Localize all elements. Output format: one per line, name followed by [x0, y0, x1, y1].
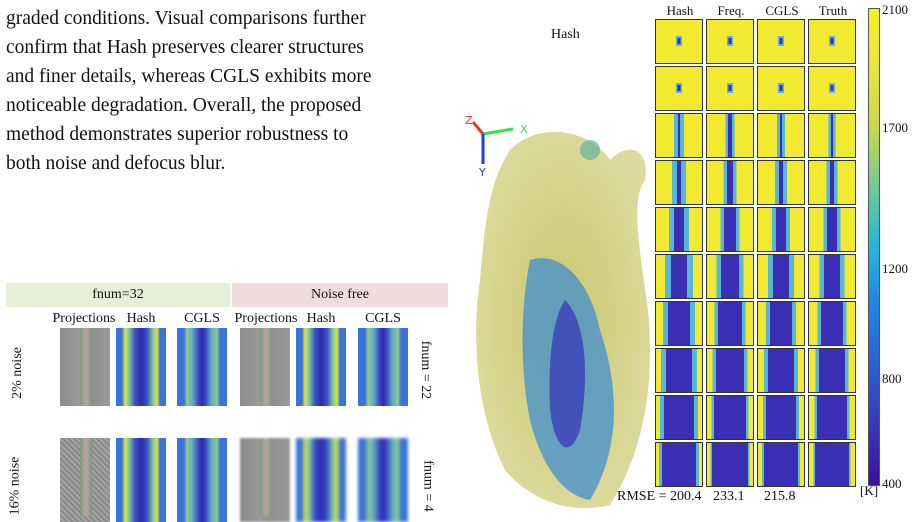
slice-image	[706, 442, 754, 487]
column-header: Projections	[234, 311, 298, 326]
slice-image	[757, 207, 805, 252]
paragraph-line: and finer details, whereas CGLS exhibits…	[6, 66, 372, 87]
axis-triad-icon: X Z Y	[465, 114, 528, 179]
projection-image	[240, 438, 290, 522]
cgls-reconstruction-image	[358, 328, 408, 406]
slice-image	[808, 113, 856, 158]
body-paragraph: graded conditions. Visual comparisons fu…	[6, 4, 454, 178]
paragraph-line: both noise and defocus blur.	[6, 153, 226, 174]
hash-reconstruction-image	[116, 328, 166, 406]
row-label-2pct-noise: 2% noise	[9, 347, 25, 399]
slice-image	[655, 113, 703, 158]
slice-image	[655, 66, 703, 111]
slice-image	[808, 66, 856, 111]
column-header: Projections	[52, 311, 116, 326]
rmse-freq: 233.1	[713, 489, 745, 504]
slice-image	[655, 254, 703, 299]
slice-image	[757, 254, 805, 299]
paragraph-line: graded conditions. Visual comparisons fu…	[6, 8, 366, 29]
slice-image	[757, 113, 805, 158]
colorbar	[868, 8, 880, 486]
column-header: CGLS	[365, 311, 401, 326]
slice-image	[655, 442, 703, 487]
column-header: Hash	[126, 311, 156, 326]
axis-z-label: Z	[465, 114, 473, 127]
slice-image	[706, 160, 754, 205]
slice-image	[757, 19, 805, 64]
slice-image	[655, 160, 703, 205]
slice-image	[706, 19, 754, 64]
slice-image	[808, 442, 856, 487]
colorbar-tick: 800	[882, 371, 902, 386]
slice-image	[655, 207, 703, 252]
volume-title: Hash	[551, 27, 580, 42]
rmse-cgls: 215.8	[764, 489, 796, 504]
slice-image	[808, 348, 856, 393]
projection-image	[240, 328, 290, 406]
row-label-fnum22: fnum = 22	[418, 340, 434, 400]
colorbar-tick: 1700	[882, 120, 908, 135]
group-header-fnum32: fnum=32	[6, 283, 230, 307]
slice-image	[655, 19, 703, 64]
slice-image	[706, 301, 754, 346]
colorbar-tick: 400	[882, 476, 902, 491]
hash-reconstruction-image	[116, 438, 166, 522]
column-header: Hash	[306, 311, 336, 326]
slice-image	[808, 207, 856, 252]
colorbar-tick: 2100	[882, 2, 908, 17]
slice-image	[655, 301, 703, 346]
cgls-reconstruction-image	[177, 438, 227, 522]
column-header: CGLS	[184, 311, 220, 326]
slice-image	[706, 66, 754, 111]
slice-image	[808, 254, 856, 299]
slice-image	[757, 395, 805, 440]
hash-reconstruction-image	[296, 328, 346, 406]
axis-x-label: X	[520, 123, 528, 136]
cgls-reconstruction-image	[177, 328, 227, 406]
volume-rendering-image	[476, 131, 651, 509]
slice-image	[808, 301, 856, 346]
slice-column-header: CGLS	[765, 3, 799, 18]
slice-column-header: Hash	[666, 3, 694, 18]
slice-image	[757, 348, 805, 393]
colorbar-unit: [K]	[860, 483, 879, 498]
colorbar-tick: 1200	[882, 261, 908, 276]
cgls-reconstruction-image	[358, 438, 408, 522]
slice-image	[757, 442, 805, 487]
slice-image	[808, 395, 856, 440]
slice-image	[706, 254, 754, 299]
slice-column-header: Freq.	[717, 3, 745, 18]
hash-reconstruction-image	[296, 438, 346, 522]
projection-image	[60, 438, 110, 522]
slice-image	[655, 348, 703, 393]
slice-image	[706, 113, 754, 158]
rmse-hash: RMSE = 200.4	[617, 489, 702, 504]
slice-image	[706, 395, 754, 440]
row-label-16pct-noise: 16% noise	[7, 456, 23, 516]
paragraph-line: confirm that Hash preserves clearer stru…	[6, 37, 364, 58]
slice-image	[655, 395, 703, 440]
slice-image	[706, 207, 754, 252]
group-header-noise-free: Noise free	[232, 283, 448, 307]
paragraph-line: method demonstrates superior robustness …	[6, 124, 349, 145]
slice-image	[757, 301, 805, 346]
projection-image	[60, 328, 110, 406]
paragraph-line: noticeable degradation. Overall, the pro…	[6, 95, 362, 116]
axis-y-label: Y	[478, 166, 486, 179]
row-label-fnum4: fnum = 4	[420, 460, 436, 512]
slice-column-header: Truth	[818, 3, 848, 18]
slice-image	[706, 348, 754, 393]
slice-image	[757, 160, 805, 205]
slice-image	[757, 66, 805, 111]
slice-image	[808, 160, 856, 205]
slice-image	[808, 19, 856, 64]
